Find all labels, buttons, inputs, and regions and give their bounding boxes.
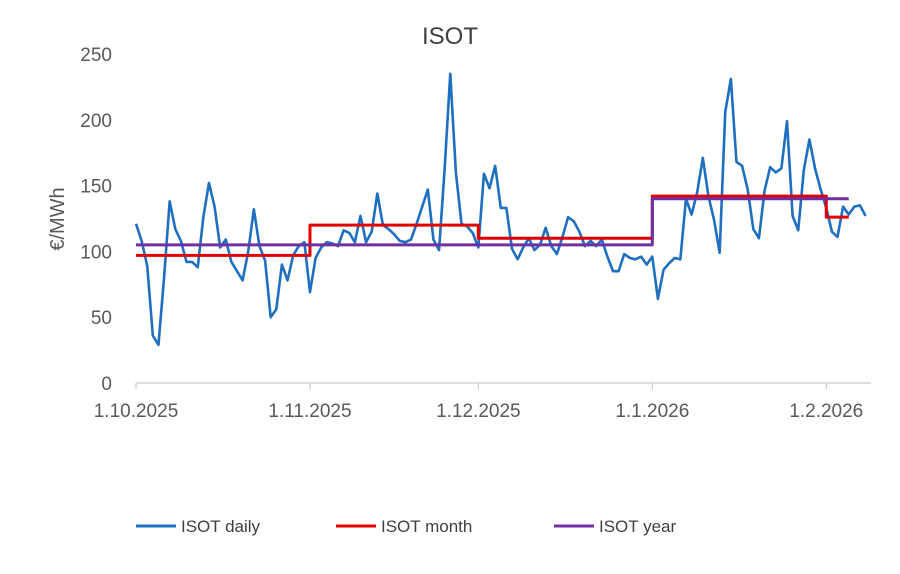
y-axis-label: €/MWh <box>47 187 69 250</box>
plot-area <box>134 72 867 347</box>
x-tick-label: 1.10.2025 <box>94 401 179 422</box>
x-tick-label: 1.1.2026 <box>615 401 689 422</box>
legend-label-isot-month: ISOT month <box>381 517 472 536</box>
legend-label-isot-daily: ISOT daily <box>181 517 261 536</box>
y-tick-label: 250 <box>80 45 112 66</box>
x-tick-label: 1.11.2025 <box>268 401 351 422</box>
series-line-isot-daily <box>134 72 867 347</box>
x-tick-label: 1.12.2025 <box>436 401 521 422</box>
y-tick-label: 200 <box>80 111 112 132</box>
x-tick-label: 1.2.2026 <box>789 401 863 422</box>
series-line-isot-month <box>136 194 849 257</box>
y-tick-label: 150 <box>80 177 112 198</box>
legend: ISOT daily ISOT month ISOT year <box>136 517 676 536</box>
series-line-isot-year <box>136 197 849 247</box>
y-tick-label: 50 <box>91 308 112 329</box>
y-tick-label: 0 <box>101 374 112 395</box>
y-tick-label: 100 <box>80 242 112 263</box>
axes: 0 50 100 150 200 250 1.10.2025 1.11.2025 1.12.20… <box>80 45 872 422</box>
legend-label-isot-year: ISOT year <box>599 517 676 536</box>
chart-title: ISOT <box>422 23 478 50</box>
